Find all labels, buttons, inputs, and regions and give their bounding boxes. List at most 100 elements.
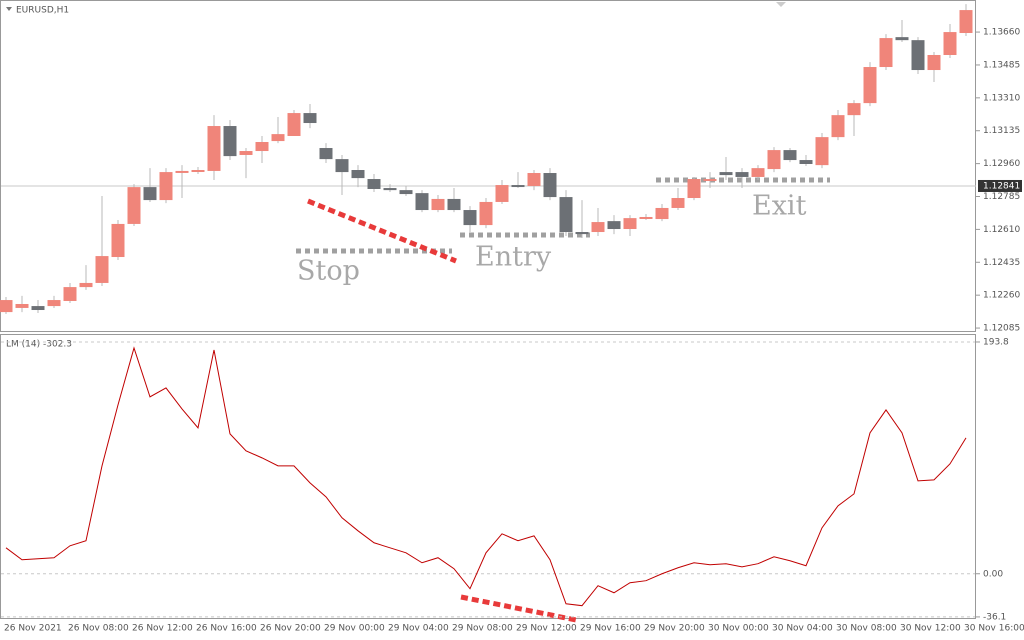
- y-tick-label: 1.12610: [983, 225, 1020, 235]
- candle-body: [831, 115, 845, 138]
- candle-body: [623, 218, 637, 230]
- x-tick-label: 30 Nov 12:00: [900, 624, 961, 634]
- annotation: Stop: [297, 256, 360, 287]
- candle-body: [815, 137, 829, 166]
- candle-body: [0, 300, 13, 313]
- candle-body: [959, 10, 973, 34]
- candle-body: [943, 32, 957, 55]
- candle-body: [111, 223, 125, 258]
- candle-body: [431, 198, 445, 211]
- candle-body: [783, 150, 797, 161]
- price-divergence: [307, 198, 457, 264]
- candle-body: [31, 306, 45, 311]
- candle-body: [287, 113, 301, 136]
- candle-body: [415, 193, 429, 211]
- candle-body: [303, 113, 317, 124]
- x-tick-label: 30 Nov 00:00: [708, 624, 769, 634]
- x-tick-label: 29 Nov 08:00: [452, 624, 513, 634]
- candle-body: [447, 198, 461, 211]
- candle-body: [207, 126, 221, 171]
- candle-body: [495, 185, 509, 202]
- candle-body: [767, 150, 781, 170]
- candle-body: [687, 179, 701, 199]
- candle-body: [511, 185, 525, 188]
- candle-body: [927, 54, 941, 71]
- candle-body: [735, 172, 749, 177]
- y-tick-label: 1.12785: [983, 192, 1020, 202]
- candle-body: [239, 151, 253, 155]
- candle-body: [719, 172, 733, 176]
- candle-body: [591, 222, 605, 233]
- y-tick-label: 193.8: [983, 337, 1009, 347]
- x-tick-label: 30 Nov 16:00: [964, 624, 1024, 634]
- candle-body: [63, 287, 77, 301]
- candle-body: [255, 142, 269, 152]
- candle-body: [543, 173, 557, 198]
- x-tick-label: 29 Nov 20:00: [644, 624, 705, 634]
- candle-body: [15, 303, 29, 308]
- x-tick-label: 30 Nov 04:00: [772, 624, 833, 634]
- candle-body: [319, 148, 333, 160]
- y-tick-label: 0.00: [983, 569, 1003, 579]
- candle-body: [383, 188, 397, 191]
- candle-body: [671, 198, 685, 208]
- current-price-box: [978, 179, 1022, 192]
- candle-body: [367, 179, 381, 189]
- chart-title: EURUSD,H1: [16, 6, 69, 16]
- indicator-title: LM (14) -302.3: [6, 340, 72, 350]
- candle-body: [607, 221, 621, 230]
- candle-body: [175, 170, 189, 173]
- candle-body: [223, 126, 237, 157]
- y-tick-label: 1.12960: [983, 159, 1020, 169]
- candle-body: [703, 179, 717, 182]
- indicator-divergence: [460, 594, 577, 623]
- x-tick-label: 29 Nov 00:00: [324, 624, 385, 634]
- y-tick-label: 1.13485: [983, 60, 1020, 70]
- candle-body: [655, 207, 669, 220]
- candle-body: [127, 187, 141, 224]
- indicator-panel: [0, 334, 976, 619]
- candle-body: [143, 187, 157, 201]
- candle-body: [79, 282, 93, 288]
- y-tick-label: 1.13660: [983, 28, 1020, 38]
- annotation: Entry: [475, 242, 552, 273]
- indicator-line: [5, 346, 967, 607]
- y-tick-label: 1.12085: [983, 324, 1020, 334]
- candle-body: [335, 159, 349, 173]
- annotation: Exit: [752, 191, 807, 222]
- price-panel: [0, 0, 976, 332]
- y-tick-label: 1.12435: [983, 258, 1020, 268]
- candle-body: [351, 170, 365, 179]
- candle-body: [95, 256, 109, 283]
- candle-body: [159, 172, 173, 201]
- x-tick-label: 26 Nov 20:00: [260, 624, 321, 634]
- candle-body: [911, 40, 925, 71]
- candle-body: [479, 201, 493, 226]
- x-tick-label: 26 Nov 08:00: [68, 624, 129, 634]
- x-tick-label: 30 Nov 08:00: [836, 624, 897, 634]
- x-tick-label: 26 Nov 16:00: [196, 624, 257, 634]
- candle-body: [575, 232, 589, 235]
- candle-body: [879, 38, 893, 68]
- candle-body: [47, 300, 61, 307]
- x-tick-label: 26 Nov 2021: [4, 624, 62, 634]
- candle-body: [271, 134, 285, 142]
- candle-body: [191, 170, 205, 173]
- x-tick-label: 26 Nov 12:00: [132, 624, 193, 634]
- candle-body: [799, 160, 813, 164]
- candle-body: [527, 173, 541, 186]
- candle-body: [399, 190, 413, 195]
- current-price-label: 1.12841: [983, 181, 1020, 191]
- y-tick-label: 1.13310: [983, 93, 1020, 103]
- x-tick-label: 29 Nov 16:00: [580, 624, 641, 634]
- candle-body: [639, 216, 653, 219]
- candle-body: [895, 37, 909, 41]
- y-tick-label: 1.12260: [983, 291, 1020, 301]
- candle-body: [559, 197, 573, 233]
- y-tick-label: 1.13135: [983, 126, 1020, 136]
- shift-marker: [776, 2, 786, 7]
- candle-body: [463, 210, 477, 226]
- menu-arrow[interactable]: [6, 7, 12, 11]
- candle-body: [863, 67, 877, 104]
